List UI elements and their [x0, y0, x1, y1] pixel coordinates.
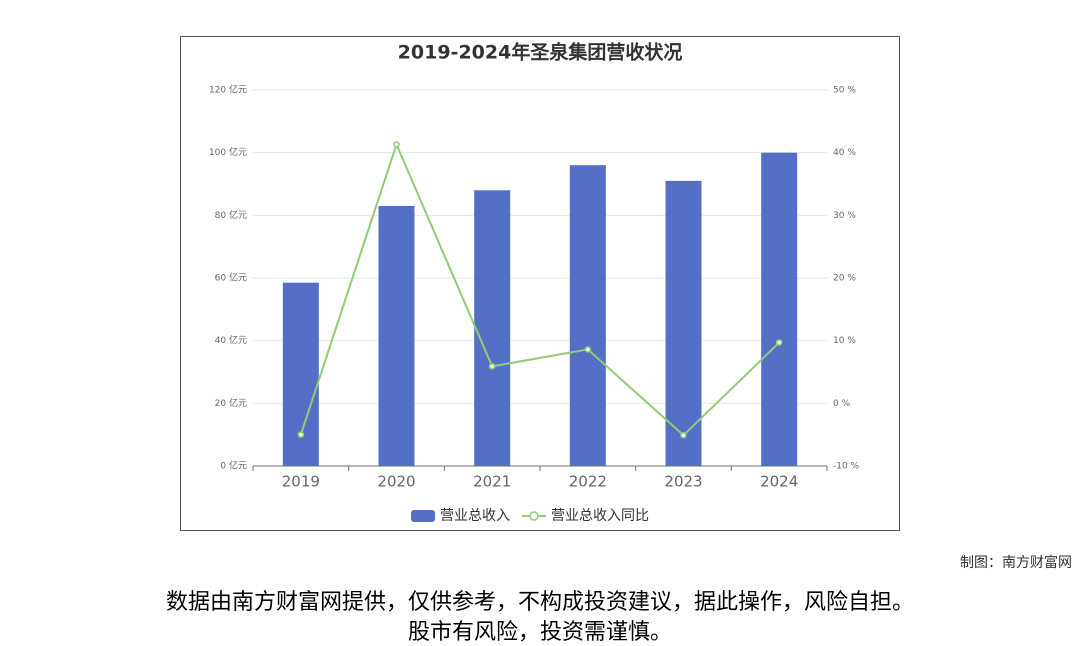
x-tick-label: 2023 — [664, 473, 702, 491]
y2-tick-label: 10 % — [833, 336, 856, 346]
line — [299, 141, 780, 437]
y-tick-label: 20 亿元 — [215, 397, 247, 409]
y-tick-label: 40 亿元 — [215, 334, 247, 346]
bar — [378, 205, 415, 466]
y2-tick-label: -10 % — [833, 462, 860, 472]
line-point — [488, 363, 496, 370]
disclaimer: 股市有风险，投资需谨慎。 — [407, 620, 672, 645]
bar — [665, 180, 702, 466]
x-tick-label: 2022 — [569, 473, 607, 491]
legend-label: 营业总收入同比 — [551, 508, 649, 524]
legend-swatch — [411, 510, 435, 522]
y2-tick-label: 0 % — [833, 399, 851, 409]
bar — [761, 152, 798, 466]
x-tick-label: 2020 — [377, 473, 415, 491]
y-tick-label: 120 亿元 — [209, 84, 247, 96]
bar — [282, 282, 319, 466]
line-point — [680, 432, 687, 439]
y-tick-label: 0 亿元 — [220, 460, 247, 472]
legend-swatch — [529, 511, 539, 521]
x-tick-label: 2019 — [282, 473, 320, 491]
bar — [474, 190, 511, 466]
legend-label: 营业总收入 — [440, 508, 510, 524]
disclaimer: 数据由南方财富网提供，仅供参考，不构成投资建议，据此操作，风险自担。 — [165, 590, 914, 615]
line-point — [297, 431, 305, 438]
credit: 制图：南方财富网 — [960, 555, 1072, 571]
y-tick-label: 80 亿元 — [215, 209, 247, 221]
y2-tick-label: 50 % — [833, 86, 856, 96]
chart: 2019-2024年圣泉集团营收状况 0 亿元 20 亿元 40 亿元 60 亿元 80… — [180, 36, 900, 531]
x-tick-label: 2021 — [473, 473, 511, 491]
line-point — [393, 141, 400, 148]
y2-tick-label: 40 % — [833, 148, 856, 158]
x-tick-label: 2024 — [760, 473, 798, 491]
y-tick-label: 100 亿元 — [209, 146, 247, 158]
bar — [569, 165, 606, 466]
line-point — [584, 346, 592, 353]
y2-tick-label: 30 % — [833, 211, 856, 221]
y2-tick-label: 20 % — [833, 274, 856, 284]
line-point — [775, 339, 783, 346]
y-tick-label: 60 亿元 — [215, 272, 247, 284]
chart-title: 2019-2024年圣泉集团营收状况 — [398, 41, 683, 64]
